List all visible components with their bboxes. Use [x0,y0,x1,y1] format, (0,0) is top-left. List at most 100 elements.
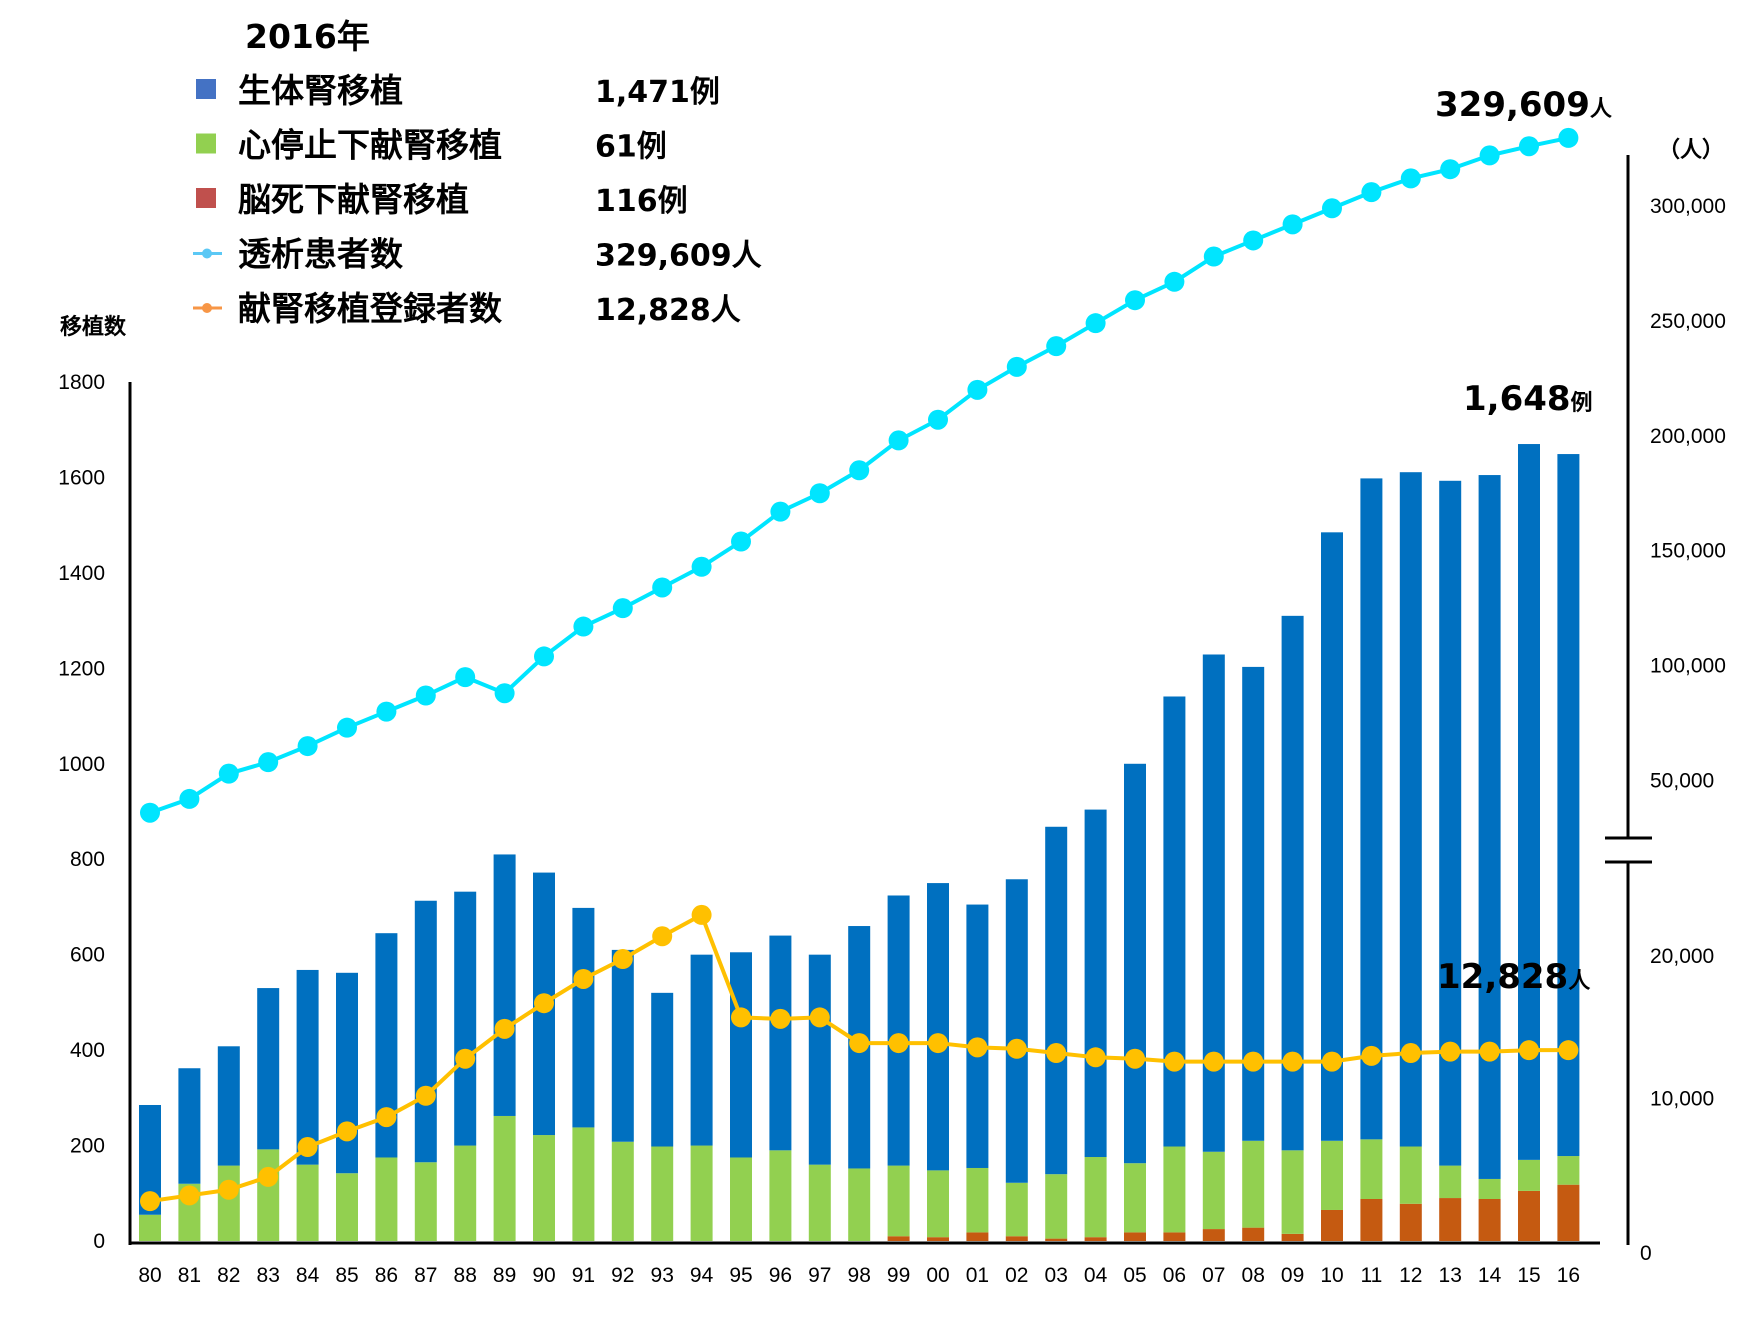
x-tick-label: 10 [1320,1264,1343,1287]
series-point-1 [888,1033,909,1054]
bar-segment-1 [1360,1139,1383,1200]
series-point-1 [534,993,554,1014]
waitlist-annotation-number: 12,828 [1437,957,1568,997]
bar-segment-1 [493,1115,516,1241]
bar-segment-2 [1124,763,1146,1164]
series-point-1 [1203,1051,1224,1072]
series-point-0 [888,430,909,451]
bar-segment-0 [966,1232,989,1241]
series-point-1 [1282,1051,1303,1072]
y-tick-label: 1800 [58,371,105,394]
bar-segment-1 [572,1127,595,1241]
bar-segment-1 [1399,1146,1422,1204]
dialysis-annotation-number: 329,609 [1435,85,1590,125]
series-point-0 [1203,246,1224,267]
bar-segment-2 [1242,666,1265,1141]
series-point-0 [1322,198,1342,219]
legend-year: 2016年 [245,17,370,56]
series-point-0 [1164,271,1185,292]
series-point-0 [1519,136,1539,157]
bar-segment-1 [296,1164,319,1241]
series-point-1 [652,926,673,947]
bar-segment-1 [1163,1146,1186,1233]
series-point-1 [415,1085,436,1106]
legend-label-4: 献腎移植登録者数 [238,289,503,328]
series-point-1 [1006,1038,1027,1059]
y2-tick-label-upper: 300,000 [1650,195,1726,218]
series-point-0 [652,577,673,598]
x-tick-label: 91 [572,1264,595,1287]
y-tick-label: 1000 [58,753,105,776]
series-point-0 [1046,336,1067,357]
bar-segment-0 [1360,1199,1383,1241]
bar-segment-2 [178,1068,201,1184]
y2-tick-label-lower: 10,000 [1650,1088,1714,1111]
bar-segment-1 [1084,1157,1107,1238]
bar-segment-0 [1399,1203,1422,1241]
legend-value-3: 329,609人 [595,239,762,274]
bar-segment-1 [1518,1159,1540,1191]
bar-segment-1 [651,1146,674,1241]
series-point-1 [376,1107,397,1128]
bar-segment-1 [1321,1140,1343,1210]
y2-axis-unit: （人） [1658,138,1724,163]
x-tick-label: 87 [414,1264,437,1287]
bar-segment-1 [257,1149,280,1241]
series-point-0 [1558,127,1579,148]
bar-segment-2 [1084,809,1107,1158]
legend-swatch-0 [196,79,216,99]
series-point-1 [1440,1041,1461,1062]
series-point-1 [218,1179,239,1200]
bar-segment-1 [1557,1156,1580,1185]
bar-segment-2 [769,935,792,1151]
y-tick-label: 0 [93,1230,105,1253]
series-point-1 [1558,1040,1579,1061]
x-tick-label: 81 [178,1264,201,1287]
bar-segment-1 [1124,1163,1146,1233]
bar-segment-0 [1281,1233,1304,1241]
bar-segment-1 [966,1167,989,1233]
series-point-0 [731,531,751,552]
x-tick-label: 06 [1163,1264,1186,1287]
total-annotation: 1,648例 [1463,379,1593,419]
series-point-1 [1164,1051,1185,1072]
bar-segment-0 [1518,1190,1540,1241]
x-tick-label: 94 [690,1264,714,1287]
x-tick-label: 11 [1360,1264,1382,1287]
x-tick-label: 03 [1045,1264,1068,1287]
legend-label-2: 脳死下献腎移植 [238,180,469,219]
legend-dot-4 [202,303,212,313]
bar-segment-1 [1242,1140,1265,1228]
series-point-1 [770,1008,791,1029]
series-point-1 [691,904,712,925]
x-tick-label: 02 [1005,1264,1028,1287]
series-point-0 [612,598,633,619]
x-tick-label: 83 [257,1264,280,1287]
x-tick-label: 04 [1084,1264,1108,1287]
series-point-1 [1400,1043,1421,1064]
series-point-1 [494,1018,515,1039]
series-point-0 [258,752,279,773]
y-axis-label: 移植数 [60,314,127,340]
series-point-0 [1440,159,1461,180]
x-tick-label: 08 [1242,1264,1265,1287]
x-tick-label: 15 [1517,1264,1540,1287]
bar-segment-0 [1124,1232,1146,1241]
series-point-1 [1243,1051,1264,1072]
bar-segment-2 [1045,826,1068,1175]
series-point-0 [1085,313,1106,334]
bar-segment-2 [1281,615,1304,1151]
bar-segment-1 [1005,1182,1028,1237]
series-point-0 [573,616,594,637]
bar-segment-2 [690,954,713,1146]
bar-segment-0 [1557,1184,1580,1241]
x-tick-label: 93 [651,1264,674,1287]
bar-segment-0 [927,1237,949,1241]
x-tick-label: 96 [769,1264,792,1287]
legend-swatch-2 [196,188,216,208]
series-point-0 [218,763,239,784]
bar-segment-2 [375,933,398,1158]
bar-segment-1 [887,1165,910,1237]
x-tick-label: 80 [138,1264,161,1287]
